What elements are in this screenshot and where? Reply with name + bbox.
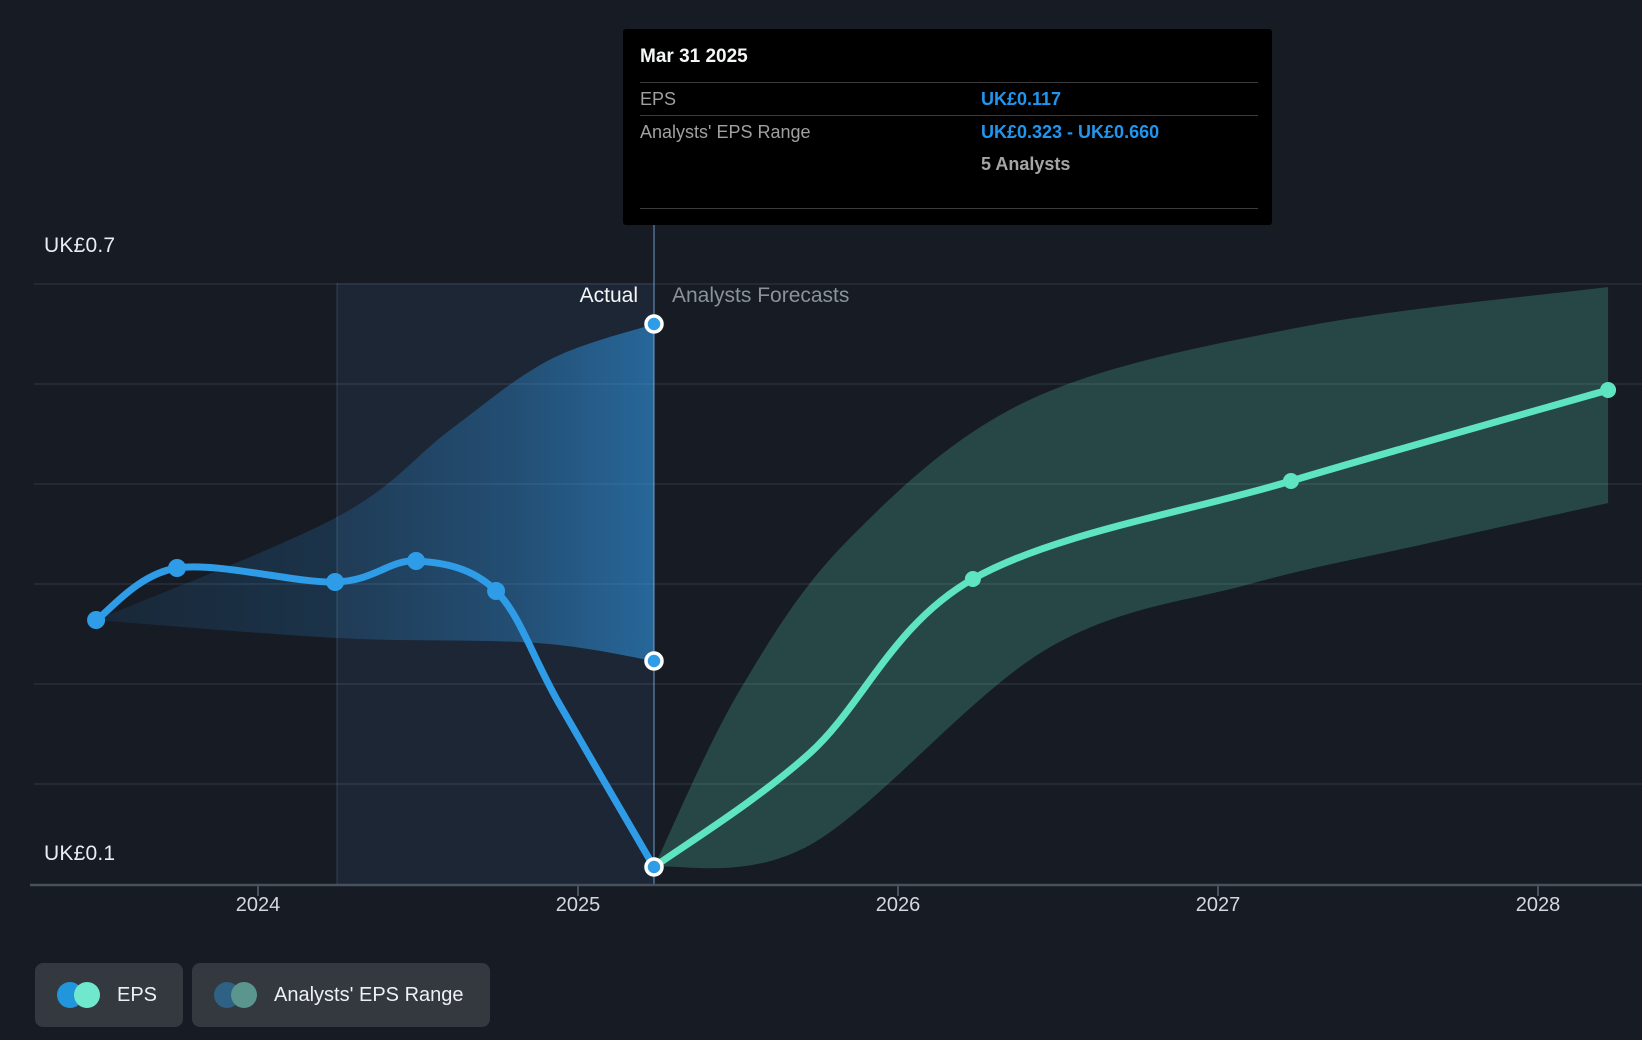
eps-forecast-line xyxy=(650,386,1612,871)
legend-item-eps[interactable]: EPS xyxy=(35,963,184,1027)
divider-marker-dot[interactable] xyxy=(644,857,664,877)
tooltip-divider xyxy=(640,115,1258,116)
divider-marker-dot[interactable] xyxy=(644,651,664,671)
data-point-dot[interactable] xyxy=(168,559,187,577)
x-axis-ticks xyxy=(257,885,1539,896)
tooltip-divider xyxy=(640,208,1258,209)
tooltip-range-label: Analysts' EPS Range xyxy=(640,122,811,142)
legend-item-analysts-eps-range[interactable]: Analysts' EPS Range xyxy=(192,963,490,1027)
eps-forecast-line-points xyxy=(964,382,1617,587)
tooltip-eps-label: EPS xyxy=(640,89,677,109)
chart-legend: EPS Analysts' EPS Range xyxy=(35,963,490,1027)
analysts-range-band-forecast xyxy=(654,287,1609,869)
data-point-dot[interactable] xyxy=(87,611,106,629)
tooltip-analyst-count: 5 Analysts xyxy=(981,154,1071,174)
data-point-dot[interactable] xyxy=(964,571,981,587)
eps-actual-line-points xyxy=(87,552,506,629)
divider-markers xyxy=(644,314,664,877)
chart-tooltip: Mar 31 2025 EPS UK£0.117 Analysts' EPS R… xyxy=(623,29,1272,225)
data-point-dot[interactable] xyxy=(487,582,506,600)
eps-series-icon xyxy=(57,982,100,1008)
range-series-icon xyxy=(214,982,258,1008)
data-point-dot[interactable] xyxy=(1600,382,1617,398)
data-point-dot[interactable] xyxy=(1282,473,1299,489)
tooltip-eps-value: UK£0.117 xyxy=(981,89,1062,109)
tooltip-divider xyxy=(640,82,1258,83)
data-point-dot[interactable] xyxy=(326,573,345,591)
tooltip-range-value: UK£0.323 - UK£0.660 xyxy=(981,122,1160,142)
legend-range-label: Analysts' EPS Range xyxy=(274,983,464,1006)
analysts-range-band-past xyxy=(96,324,654,661)
divider-marker-dot[interactable] xyxy=(644,314,664,334)
tooltip-date: Mar 31 2025 xyxy=(640,46,748,67)
data-point-dot[interactable] xyxy=(407,552,426,570)
legend-eps-label: EPS xyxy=(117,983,158,1006)
